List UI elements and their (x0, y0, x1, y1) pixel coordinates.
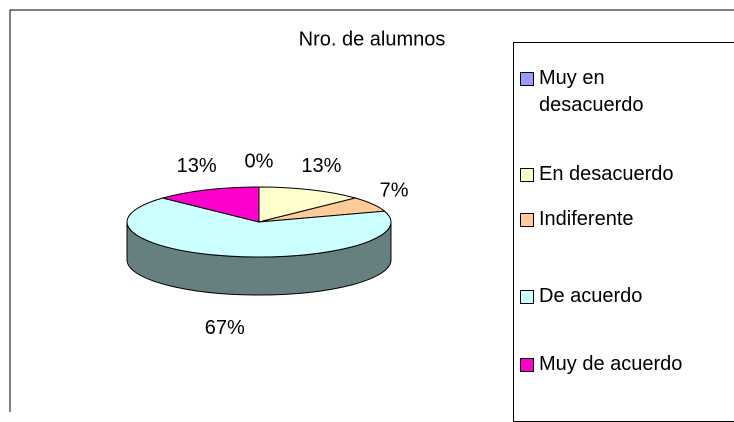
legend-swatch (520, 168, 534, 182)
legend: Muy en desacuerdo En desacuerdo Indiferent… (513, 42, 734, 422)
legend-label: En desacuerdo (539, 163, 674, 185)
legend-item: Muy en desacuerdo (520, 65, 730, 119)
legend-item: En desacuerdo (520, 161, 730, 188)
legend-swatch (520, 290, 534, 304)
chart: Nro. de alumnos 0% 13% 7% 67% 13% Muy en des… (9, 9, 734, 422)
legend-label: Muy en desacuerdo (539, 67, 644, 116)
data-label: 13% (301, 155, 341, 177)
legend-swatch (520, 213, 534, 227)
legend-label: Muy de acuerdo (539, 353, 683, 375)
legend-label: Indiferente (539, 208, 634, 230)
pie-slice (258, 186, 358, 223)
data-label: 13% (177, 155, 217, 177)
data-label: 0% (245, 150, 274, 172)
legend-item: Muy de acuerdo (520, 351, 730, 378)
data-label: 67% (205, 317, 245, 339)
legend-swatch (520, 358, 534, 372)
data-label: 7% (380, 180, 409, 202)
legend-label: De acuerdo (539, 285, 643, 307)
pie-slice (160, 186, 260, 223)
legend-swatch (520, 72, 534, 86)
legend-item: De acuerdo (520, 283, 730, 310)
legend-item: Indiferente (520, 206, 730, 233)
pie-slice (126, 197, 392, 258)
chart-title: Nro. de alumnos (299, 28, 446, 50)
